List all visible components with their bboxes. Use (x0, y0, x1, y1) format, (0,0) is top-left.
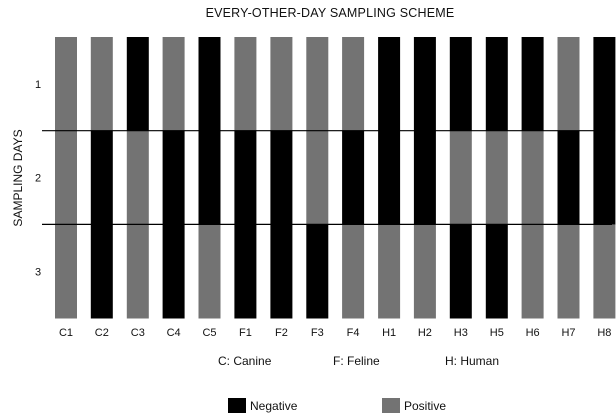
cell-c4-day-2 (162, 130, 185, 225)
x-tick-h6: H6 (526, 327, 540, 339)
cell-h6-day-1 (521, 37, 544, 132)
cell-h7-day-1 (557, 37, 580, 132)
x-tick-h1: H1 (382, 327, 396, 339)
cell-h1-day-3 (378, 224, 401, 319)
x-tick-f2: F2 (275, 327, 288, 339)
x-tick-h5: H5 (490, 327, 504, 339)
cell-c4-day-3 (162, 224, 185, 319)
cell-f1-day-1 (234, 37, 257, 132)
cell-f3-day-3 (306, 224, 329, 319)
y-tick-day-2: 2 (35, 173, 41, 185)
day-gridlines (42, 130, 612, 225)
cell-f2-day-3 (270, 224, 293, 319)
x-tick-c1: C1 (59, 327, 73, 339)
plot-area (55, 37, 616, 319)
cell-c5-day-3 (198, 224, 221, 319)
cell-f1-day-3 (234, 224, 257, 319)
cell-f4-day-1 (342, 37, 365, 132)
cell-h8-day-2 (593, 130, 616, 225)
cell-h6-day-2 (521, 130, 544, 225)
y-axis-label: SAMPLING DAYS (11, 129, 25, 226)
cell-c2-day-3 (90, 224, 113, 319)
cell-c2-day-1 (90, 37, 113, 132)
x-tick-f3: F3 (311, 327, 324, 339)
x-tick-h2: H2 (418, 327, 432, 339)
cell-h7-day-3 (557, 224, 580, 319)
cell-h8-day-3 (593, 224, 616, 319)
x-tick-c2: C2 (95, 327, 109, 339)
group-label-canine: C: Canine (218, 354, 272, 368)
cell-c5-day-1 (198, 37, 221, 132)
cell-f4-day-2 (342, 130, 365, 225)
legend-label-positive: Positive (404, 399, 446, 413)
cell-h2-day-2 (413, 130, 436, 225)
y-axis-ticks: 1 2 3 (35, 79, 41, 278)
cell-c3-day-2 (126, 130, 149, 225)
cell-h2-day-1 (413, 37, 436, 132)
cell-h1-day-2 (378, 130, 401, 225)
cell-f2-day-1 (270, 37, 293, 132)
cell-h2-day-3 (413, 224, 436, 319)
cell-c1-day-3 (55, 224, 77, 319)
cell-f3-day-2 (306, 130, 329, 225)
cell-f4-day-3 (342, 224, 365, 319)
cell-c2-day-2 (90, 130, 113, 225)
x-tick-h8: H8 (597, 327, 611, 339)
cell-h5-day-1 (485, 37, 508, 132)
y-tick-day-3: 3 (35, 266, 41, 278)
chart-title: EVERY-OTHER-DAY SAMPLING SCHEME (206, 6, 455, 20)
legend-swatch-positive (382, 398, 400, 413)
cell-h5-day-3 (485, 224, 508, 319)
x-tick-c4: C4 (167, 327, 181, 339)
cell-c1-day-1 (55, 37, 77, 132)
cell-c3-day-1 (126, 37, 149, 132)
x-tick-c3: C3 (131, 327, 145, 339)
x-tick-c5: C5 (202, 327, 216, 339)
x-tick-h7: H7 (561, 327, 575, 339)
cell-h8-day-1 (593, 37, 616, 132)
cell-c5-day-2 (198, 130, 221, 225)
group-label-feline: F: Feline (333, 354, 380, 368)
cell-f2-day-2 (270, 130, 293, 225)
cell-c1-day-2 (55, 130, 77, 225)
group-label-human: H: Human (445, 354, 499, 368)
y-tick-day-1: 1 (35, 79, 41, 91)
cell-h3-day-3 (449, 224, 472, 319)
cell-h5-day-2 (485, 130, 508, 225)
cell-h3-day-1 (449, 37, 472, 132)
legend: Negative Positive (228, 398, 446, 413)
cell-h7-day-2 (557, 130, 580, 225)
cell-h1-day-1 (378, 37, 401, 132)
cell-f1-day-2 (234, 130, 257, 225)
cell-h6-day-3 (521, 224, 544, 319)
x-tick-h3: H3 (454, 327, 468, 339)
legend-swatch-negative (228, 398, 246, 413)
x-tick-f1: F1 (239, 327, 252, 339)
cell-c4-day-1 (162, 37, 185, 132)
cell-c3-day-3 (126, 224, 149, 319)
x-tick-f4: F4 (347, 327, 360, 339)
legend-label-negative: Negative (250, 399, 298, 413)
cell-h3-day-2 (449, 130, 472, 225)
x-axis-ticks: C1 C2 C3 C4 C5 F1 F2 F3 F4 H1 H2 H3 H5 H6 H7 H8 (59, 327, 611, 339)
cell-f3-day-1 (306, 37, 329, 132)
